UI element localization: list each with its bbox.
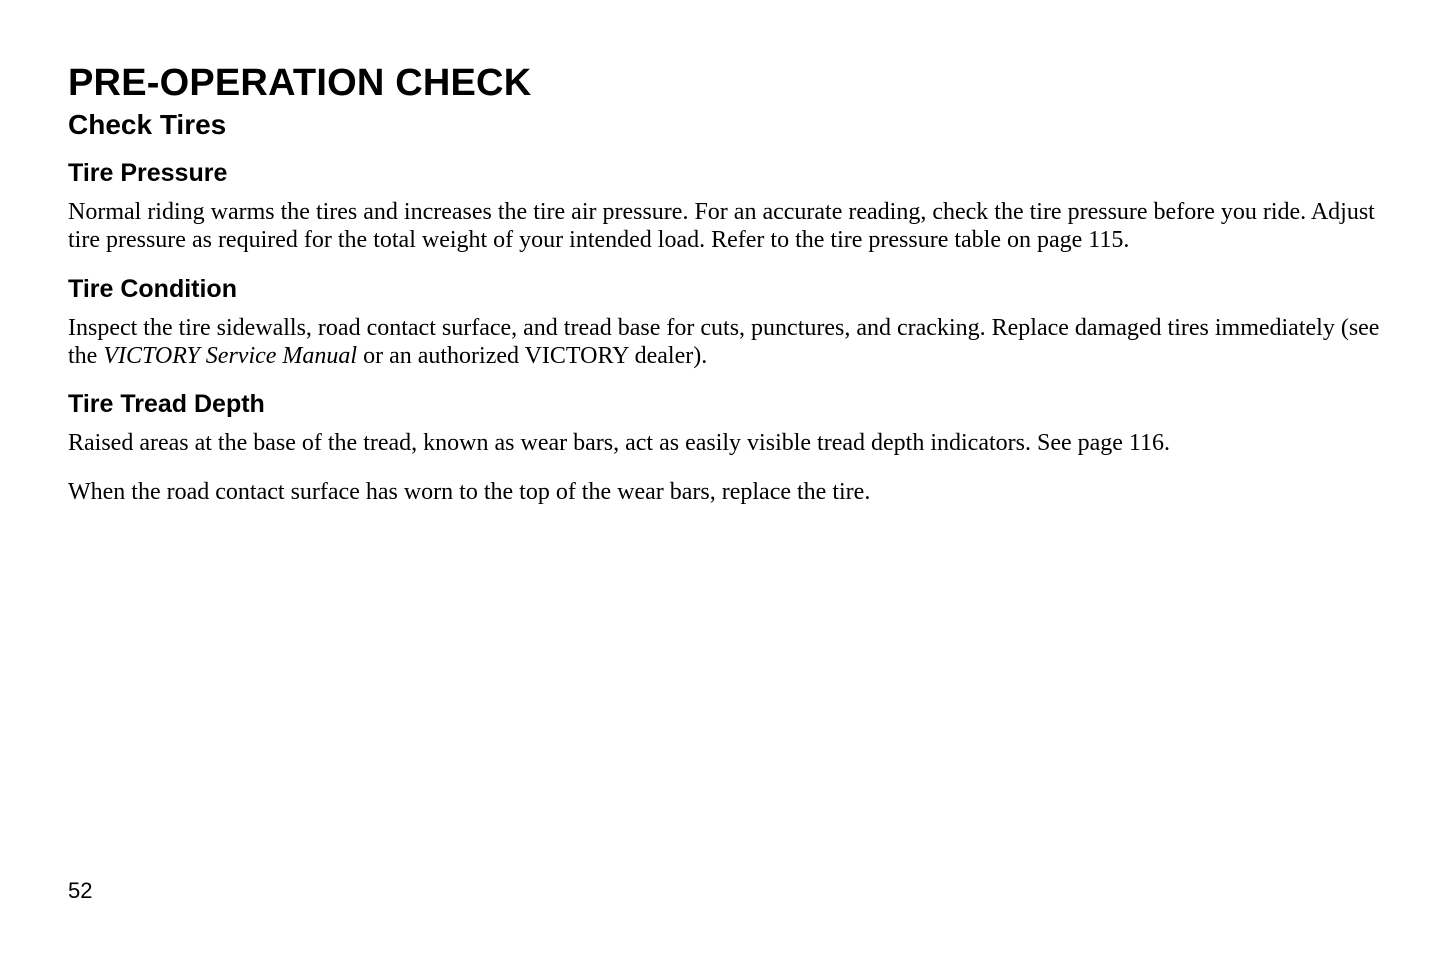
section-heading-tire-tread-depth: Tire Tread Depth	[68, 390, 1386, 419]
section-heading-tire-condition: Tire Condition	[68, 275, 1386, 304]
body-paragraph: Normal riding warms the tires and increa…	[68, 198, 1386, 255]
body-paragraph: When the road contact surface has worn t…	[68, 478, 1386, 506]
body-text-span: or an authorized VICTORY dealer).	[357, 343, 707, 369]
body-paragraph: Raised areas at the base of the tread, k…	[68, 429, 1386, 457]
page-subtitle: Check Tires	[68, 109, 1386, 141]
page-number: 52	[68, 878, 92, 904]
document-page: PRE-OPERATION CHECK Check Tires Tire Pre…	[0, 0, 1454, 954]
italic-text: VICTORY Service Manual	[103, 343, 357, 369]
page-title: PRE-OPERATION CHECK	[68, 62, 1386, 105]
section-heading-tire-pressure: Tire Pressure	[68, 159, 1386, 188]
body-paragraph: Inspect the tire sidewalls, road contact…	[68, 314, 1386, 371]
